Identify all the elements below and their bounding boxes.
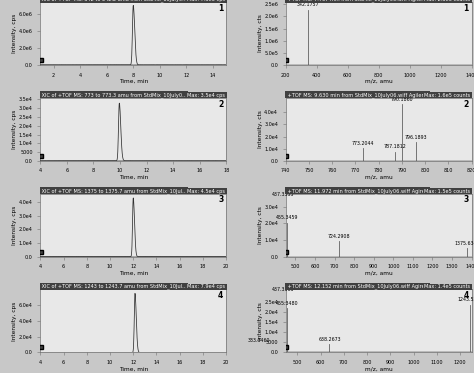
Text: 437.3355: 437.3355: [272, 192, 294, 197]
Y-axis label: Intensity, cts: Intensity, cts: [258, 15, 263, 52]
Text: Max: 1.5e5 counts: Max: 1.5e5 counts: [424, 189, 472, 194]
Text: 4: 4: [218, 291, 223, 300]
Y-axis label: Intensity, cps: Intensity, cps: [12, 301, 18, 341]
X-axis label: Time, min: Time, min: [118, 367, 148, 372]
Text: +TOF MS: 7.767 min from StdMix_10July06.wiff Agilen...: +TOF MS: 7.767 min from StdMix_10July06.…: [286, 0, 429, 2]
Text: 1375.6342: 1375.6342: [454, 241, 474, 246]
Text: Max: 1.4e5 counts: Max: 1.4e5 counts: [424, 285, 472, 289]
Text: 1: 1: [464, 4, 469, 13]
Text: Max: 4.5e4 cps: Max: 4.5e4 cps: [187, 189, 226, 194]
X-axis label: m/z, amu: m/z, amu: [365, 367, 392, 372]
Text: 787.1812: 787.1812: [384, 144, 407, 150]
Text: 3: 3: [218, 195, 223, 204]
Text: 342.1757: 342.1757: [296, 2, 319, 7]
X-axis label: Time, min: Time, min: [118, 79, 148, 84]
Text: 796.1893: 796.1893: [405, 135, 428, 140]
Y-axis label: Intensity, cps: Intensity, cps: [12, 110, 18, 149]
Text: 1243.5330: 1243.5330: [457, 298, 474, 303]
Text: 455.3480: 455.3480: [276, 301, 298, 305]
Text: Max: 1.6e5 counts: Max: 1.6e5 counts: [424, 93, 472, 98]
X-axis label: Time, min: Time, min: [118, 271, 148, 276]
Text: 790.1860: 790.1860: [391, 97, 414, 102]
Text: 2: 2: [464, 100, 469, 109]
Text: +TOF MS: 12.152 min from StdMix_10July06.wiff Agire...: +TOF MS: 12.152 min from StdMix_10July06…: [286, 284, 429, 289]
Text: 3: 3: [464, 195, 469, 204]
X-axis label: m/z, amu: m/z, amu: [365, 175, 392, 180]
Text: Max: 3.5e4 cps: Max: 3.5e4 cps: [187, 93, 226, 98]
Text: 1: 1: [218, 4, 223, 13]
Text: XIC of +TOF MS: 342 to 342.2 amu from StdMix_10July0...: XIC of +TOF MS: 342 to 342.2 amu from St…: [40, 0, 187, 2]
Y-axis label: Intensity, cps: Intensity, cps: [12, 14, 18, 53]
Text: +TOF MS: 9.630 min from StdMix_10July06.wiff Agilen...: +TOF MS: 9.630 min from StdMix_10July06.…: [286, 92, 429, 98]
X-axis label: m/z, amu: m/z, amu: [365, 271, 392, 276]
Y-axis label: Intensity, cps: Intensity, cps: [12, 206, 18, 245]
Y-axis label: Intensity, cts: Intensity, cts: [258, 110, 263, 148]
X-axis label: Time, min: Time, min: [118, 175, 148, 180]
Text: 773.2044: 773.2044: [352, 141, 374, 146]
Text: Max: 7.9e4 cps: Max: 7.9e4 cps: [187, 285, 226, 289]
Text: 333.3460: 333.3460: [247, 338, 270, 342]
X-axis label: m/z, amu: m/z, amu: [365, 79, 392, 84]
Text: Max: 2.3e6 counts: Max: 2.3e6 counts: [424, 0, 472, 2]
Text: +TOF MS: 11.972 min from StdMix_10July06.wiff Agire...: +TOF MS: 11.972 min from StdMix_10July06…: [286, 188, 429, 194]
Text: XIC of +TOF MS: 773 to 773.3 amu from StdMix_10July0...: XIC of +TOF MS: 773 to 773.3 amu from St…: [40, 92, 187, 98]
Text: 437.3563: 437.3563: [272, 287, 294, 292]
Text: 638.2673: 638.2673: [318, 337, 341, 342]
Text: XIC of +TOF MS: 1375 to 1375.7 amu from StdMix_10Jul...: XIC of +TOF MS: 1375 to 1375.7 amu from …: [40, 188, 187, 194]
Text: 2: 2: [218, 100, 223, 109]
Y-axis label: Intensity, cts: Intensity, cts: [258, 302, 263, 340]
Text: 4: 4: [464, 291, 469, 300]
Text: 455.3459: 455.3459: [275, 215, 298, 220]
Y-axis label: Intensity, cts: Intensity, cts: [258, 206, 263, 244]
Text: Max: 7.3e6 cps: Max: 7.3e6 cps: [187, 0, 226, 2]
Text: 724.2908: 724.2908: [328, 234, 351, 239]
Text: XIC of +TOF MS: 1243 to 1243.7 amu from StdMix_10Jul...: XIC of +TOF MS: 1243 to 1243.7 amu from …: [40, 284, 187, 289]
